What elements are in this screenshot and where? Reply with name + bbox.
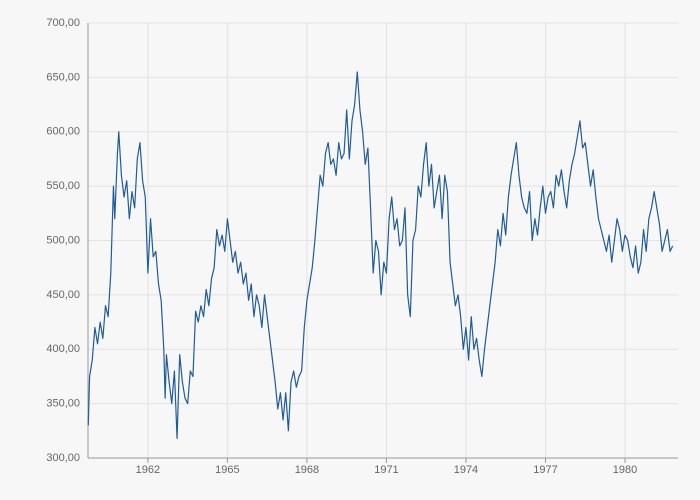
x-tick-label: 1962 [136,464,160,476]
x-tick-label: 1977 [533,464,557,476]
x-tick-label: 1971 [374,464,398,476]
y-tick-label: 550,00 [46,180,80,192]
x-tick-label: 1968 [295,464,319,476]
y-tick-label: 450,00 [46,289,80,301]
y-tick-label: 350,00 [46,398,80,410]
y-tick-label: 400,00 [46,343,80,355]
y-tick-label: 500,00 [46,234,80,246]
y-tick-label: 300,00 [46,452,80,464]
y-tick-label: 650,00 [46,71,80,83]
data-line [87,71,674,440]
x-tick-label: 1965 [215,464,239,476]
x-tick-label: 1980 [613,464,637,476]
y-tick-label: 600,00 [46,126,80,138]
y-tick-label: 700,00 [46,17,80,29]
x-tick-label: 1974 [454,464,478,476]
